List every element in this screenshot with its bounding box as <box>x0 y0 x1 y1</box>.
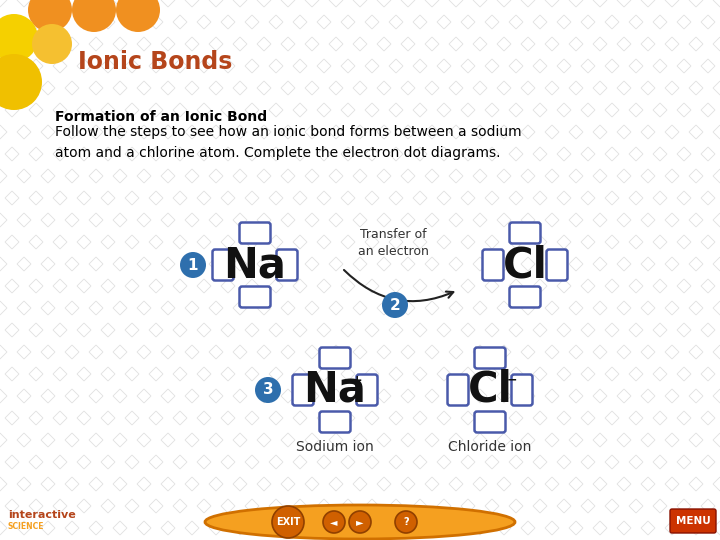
FancyBboxPatch shape <box>482 249 503 280</box>
Text: Na: Na <box>224 244 287 286</box>
Circle shape <box>116 0 160 32</box>
Circle shape <box>0 54 42 110</box>
Text: Sodium ion: Sodium ion <box>296 440 374 454</box>
Text: ►: ► <box>356 517 364 527</box>
Text: EXIT: EXIT <box>276 517 300 527</box>
Text: SCIENCE: SCIENCE <box>8 522 45 531</box>
FancyBboxPatch shape <box>510 222 541 244</box>
FancyBboxPatch shape <box>448 375 469 406</box>
FancyBboxPatch shape <box>240 287 271 307</box>
Text: 3: 3 <box>263 382 274 397</box>
Circle shape <box>0 14 38 62</box>
Text: Formation of an Ionic Bond: Formation of an Ionic Bond <box>55 110 267 124</box>
Text: interactive: interactive <box>8 510 76 520</box>
Text: MENU: MENU <box>675 516 711 526</box>
Circle shape <box>28 0 72 32</box>
Text: ?: ? <box>403 517 409 527</box>
FancyBboxPatch shape <box>670 509 716 533</box>
Text: +: + <box>352 374 363 387</box>
Ellipse shape <box>205 505 515 539</box>
FancyBboxPatch shape <box>356 375 377 406</box>
Text: ◄: ◄ <box>330 517 338 527</box>
Text: Chloride ion: Chloride ion <box>449 440 531 454</box>
FancyBboxPatch shape <box>212 249 233 280</box>
Text: Follow the steps to see how an ionic bond forms between a sodium
atom and a chlo: Follow the steps to see how an ionic bon… <box>55 125 521 160</box>
Text: Cl: Cl <box>503 244 547 286</box>
FancyBboxPatch shape <box>510 287 541 307</box>
Text: −: − <box>507 374 518 387</box>
FancyBboxPatch shape <box>546 249 567 280</box>
Text: 1: 1 <box>188 258 198 273</box>
Circle shape <box>272 506 304 538</box>
Circle shape <box>323 511 345 533</box>
Circle shape <box>382 292 408 318</box>
Circle shape <box>395 511 417 533</box>
Text: Ionic Bonds: Ionic Bonds <box>78 50 233 74</box>
FancyBboxPatch shape <box>320 348 351 368</box>
Text: Transfer of
an electron: Transfer of an electron <box>358 228 428 258</box>
Circle shape <box>255 377 281 403</box>
FancyBboxPatch shape <box>276 249 297 280</box>
Text: Na: Na <box>304 369 366 411</box>
FancyBboxPatch shape <box>511 375 533 406</box>
FancyBboxPatch shape <box>240 222 271 244</box>
Text: Cl: Cl <box>467 369 513 411</box>
Text: 2: 2 <box>390 298 400 313</box>
FancyBboxPatch shape <box>474 411 505 433</box>
FancyArrowPatch shape <box>344 270 454 301</box>
FancyBboxPatch shape <box>292 375 313 406</box>
FancyBboxPatch shape <box>320 411 351 433</box>
Circle shape <box>180 252 206 278</box>
FancyBboxPatch shape <box>474 348 505 368</box>
Circle shape <box>32 24 72 64</box>
Circle shape <box>349 511 371 533</box>
Circle shape <box>72 0 116 32</box>
